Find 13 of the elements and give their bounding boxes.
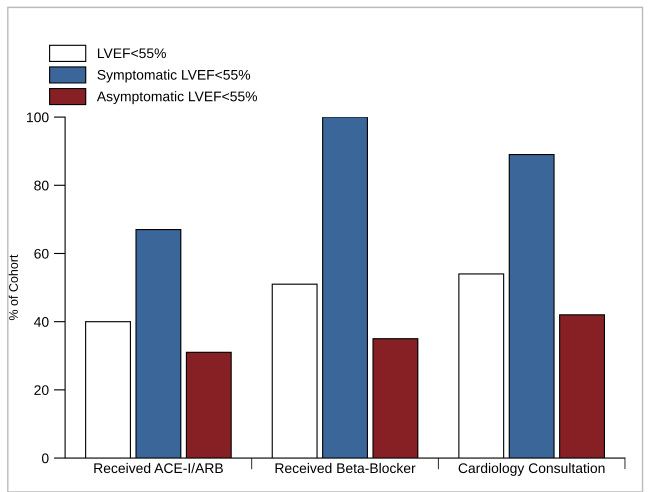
legend-label: Symptomatic LVEF<55% xyxy=(97,70,250,82)
y-tick-label: 20 xyxy=(34,385,49,396)
y-tick-label: 80 xyxy=(34,180,49,190)
legend-label: LVEF<55% xyxy=(98,48,166,58)
x-tick-label: Received Beta-Blocker xyxy=(276,462,416,474)
y-tick-label: 60 xyxy=(34,248,49,259)
y-tick-label: 100 xyxy=(27,112,49,122)
y-tick-label: 40 xyxy=(34,317,49,327)
y-tick-label: 0 xyxy=(42,453,49,464)
legend-label: Asymptomatic LVEF<55% xyxy=(96,91,258,104)
y-axis-title: % of Cohort xyxy=(8,254,18,320)
x-tick-label: Cardiology Consultation xyxy=(458,462,604,476)
x-tick-label: Received ACE-I/ARB xyxy=(94,462,223,474)
